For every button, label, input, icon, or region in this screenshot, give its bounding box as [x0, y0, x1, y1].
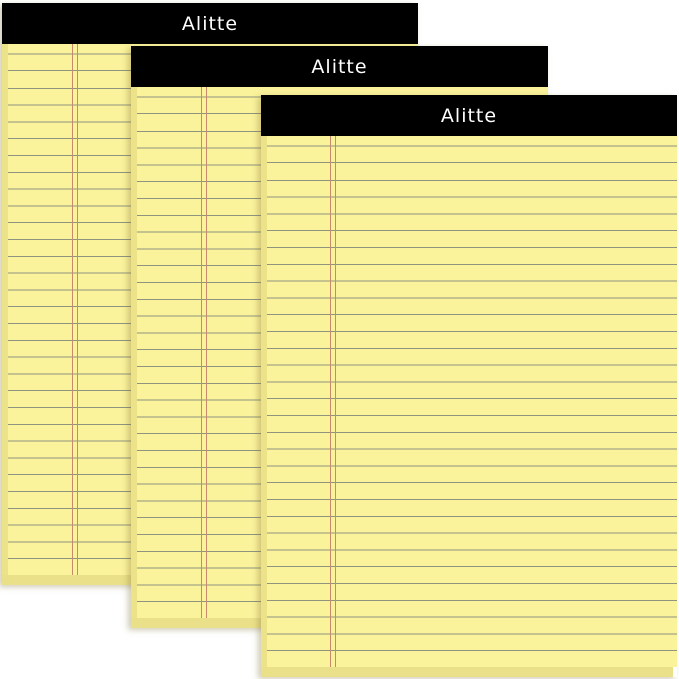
legal-pad-front: Alitte	[261, 95, 677, 677]
pad-header: Alitte	[131, 46, 548, 87]
margin-line	[201, 87, 207, 618]
brand-logo: Alitte	[311, 55, 368, 78]
margin-line	[330, 136, 336, 667]
brand-logo: Alitte	[440, 104, 498, 127]
brand-logo: Alitte	[181, 12, 239, 35]
pad-header: Alitte	[261, 95, 677, 136]
pad-edge	[261, 667, 673, 677]
pad-header: Alitte	[2, 3, 418, 44]
margin-line	[72, 44, 78, 575]
ruled-paper	[261, 95, 677, 667]
